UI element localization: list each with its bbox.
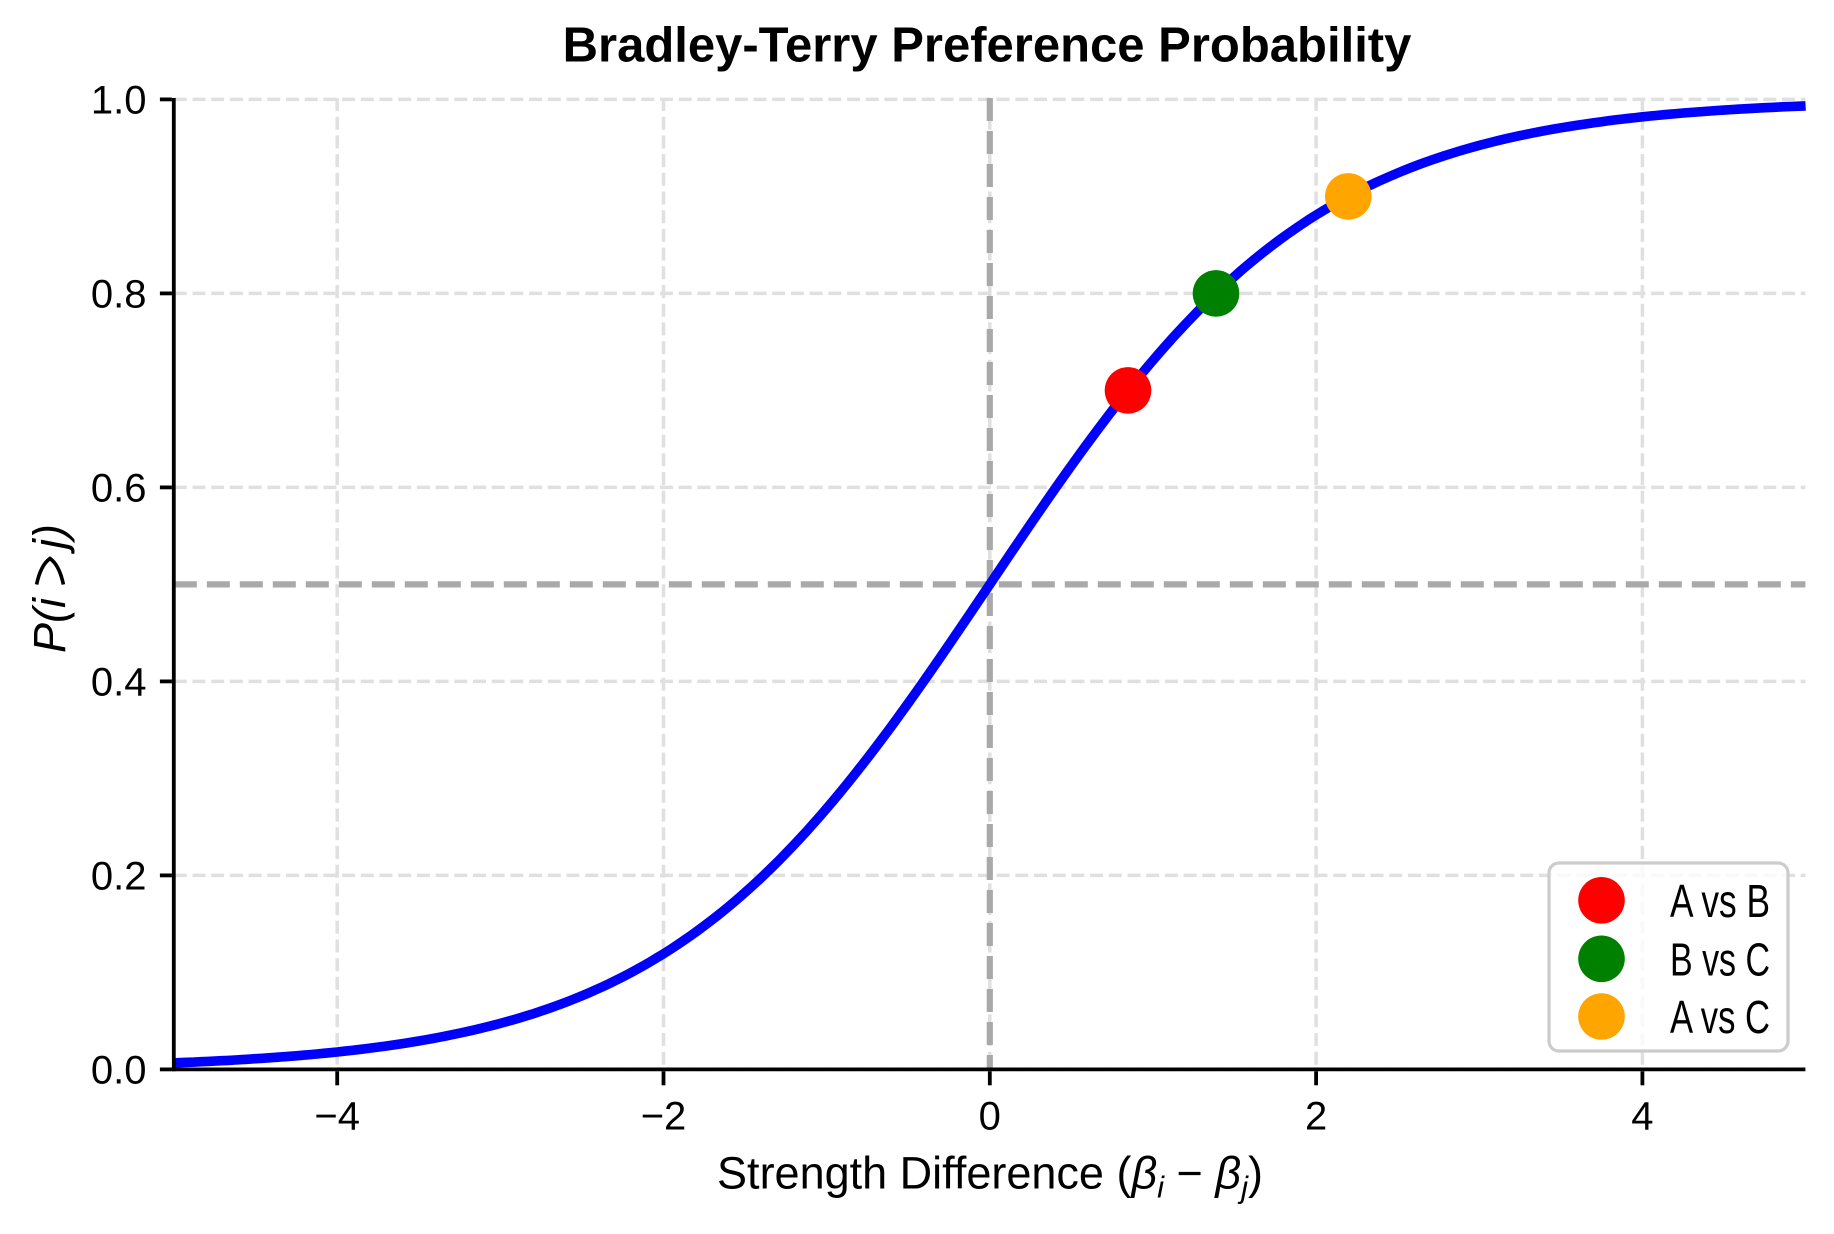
svg-text:0: 0 [979,1095,1001,1139]
svg-text:j): j) [24,524,75,555]
svg-text:B vs C: B vs C [1670,933,1770,985]
svg-text:0.6: 0.6 [91,467,147,511]
svg-text:0.2: 0.2 [91,855,147,899]
svg-text:2: 2 [1305,1095,1327,1139]
svg-text:0.4: 0.4 [91,661,147,705]
svg-text:−2: −2 [641,1095,687,1139]
svg-text:A vs C: A vs C [1670,991,1770,1043]
svg-text:Strength Difference (βi − βj): Strength Difference (βi − βj) [717,1148,1263,1205]
svg-text:0.8: 0.8 [91,273,147,317]
svg-text:0.0: 0.0 [91,1049,147,1093]
svg-text:A vs B: A vs B [1670,875,1770,927]
svg-text:4: 4 [1631,1095,1653,1139]
svg-text:1.0: 1.0 [91,79,147,123]
svg-text:−4: −4 [314,1095,360,1139]
svg-text:Bradley-Terry Preference Proba: Bradley-Terry Preference Probability [563,19,1412,73]
svg-text:P(i: P(i [24,596,75,653]
